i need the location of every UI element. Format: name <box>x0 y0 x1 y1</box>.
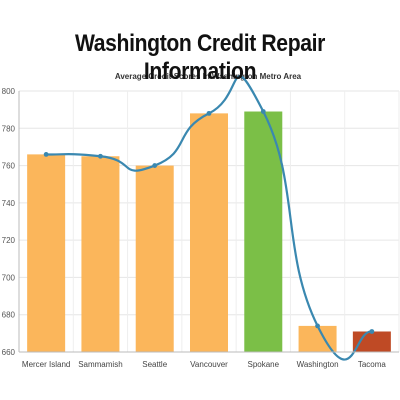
x-tick-label: Tacoma <box>358 360 387 369</box>
y-tick-label: 780 <box>2 124 16 133</box>
x-tick-label: Sammamish <box>78 360 122 369</box>
y-tick-label: 760 <box>2 162 16 171</box>
trend-line-path <box>46 75 372 361</box>
trend-point <box>206 110 212 116</box>
trend-line <box>43 75 375 361</box>
y-tick-label: 700 <box>2 273 16 282</box>
y-tick-label: 660 <box>2 348 16 357</box>
bar-vancouver <box>190 113 228 352</box>
y-tick-label: 720 <box>2 236 16 245</box>
x-tick-label: Washington <box>297 360 339 369</box>
bar-sammamish <box>81 156 120 352</box>
x-tick-label: Spokane <box>247 360 279 369</box>
trend-point <box>43 151 49 157</box>
y-tick-label: 680 <box>2 311 16 320</box>
trend-point <box>369 329 375 334</box>
trend-point <box>152 163 158 168</box>
trend-point <box>260 109 266 114</box>
bar-mercer-island <box>27 154 66 352</box>
x-tick-label: Seattle <box>142 360 167 369</box>
y-tick-label: 800 <box>2 87 16 96</box>
x-tick-label: Vancouver <box>190 360 228 369</box>
bar-seattle <box>135 165 174 352</box>
axes: 660 680 700 720 740 760 780 800 Mercer Island Sam… <box>2 87 399 369</box>
trend-point <box>98 153 103 159</box>
bar-spokane <box>244 111 283 352</box>
trend-point <box>315 323 320 329</box>
y-tick-label: 740 <box>2 199 16 208</box>
chart-title: Average Credit Scores In Washington Metr… <box>115 72 302 81</box>
x-tick-label: Mercer Island <box>22 360 70 369</box>
page-headline: Washington Credit Repair Information <box>74 30 326 85</box>
bar-tacoma <box>352 331 391 352</box>
bars <box>27 111 391 352</box>
